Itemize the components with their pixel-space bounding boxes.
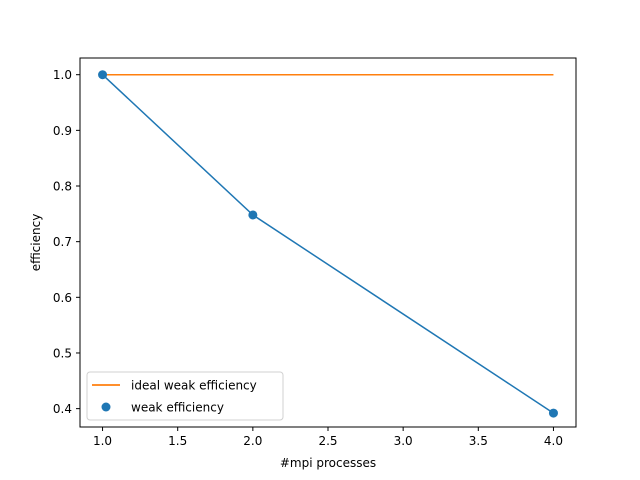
data-point: [548, 408, 558, 418]
x-tick-label: 3.0: [394, 434, 413, 448]
x-tick-label: 1.5: [168, 434, 187, 448]
y-tick-label: 0.8: [53, 180, 72, 194]
y-tick-label: 0.5: [53, 346, 72, 360]
y-tick-label: 0.9: [53, 124, 72, 138]
x-tick-label: 2.5: [318, 434, 337, 448]
legend-label-weak: weak efficiency: [131, 401, 224, 415]
x-tick-label: 1.0: [93, 434, 112, 448]
legend-label-ideal: ideal weak efficiency: [131, 379, 257, 393]
x-tick-label: 2.0: [243, 434, 262, 448]
y-axis-label: efficiency: [29, 214, 43, 272]
x-axis-ticks: 1.0 1.5 2.0 2.5 3.0 3.5 4.0: [93, 427, 563, 448]
legend-marker-swatch: [101, 402, 111, 412]
y-tick-label: 0.7: [53, 235, 72, 249]
legend-box: [86, 371, 284, 421]
x-axis-label: #mpi processes: [280, 456, 376, 470]
y-axis-ticks: 0.4 0.5 0.6 0.7 0.8 0.9 1.0: [53, 68, 80, 416]
x-tick-label: 4.0: [544, 434, 563, 448]
x-tick-label: 3.5: [469, 434, 488, 448]
plot-area: [98, 70, 558, 418]
data-point: [248, 210, 258, 220]
data-point: [98, 70, 108, 80]
y-tick-label: 0.6: [53, 291, 72, 305]
legend: ideal weak efficiency weak efficiency: [86, 371, 284, 421]
y-tick-label: 0.4: [53, 402, 72, 416]
y-tick-label: 1.0: [53, 68, 72, 82]
